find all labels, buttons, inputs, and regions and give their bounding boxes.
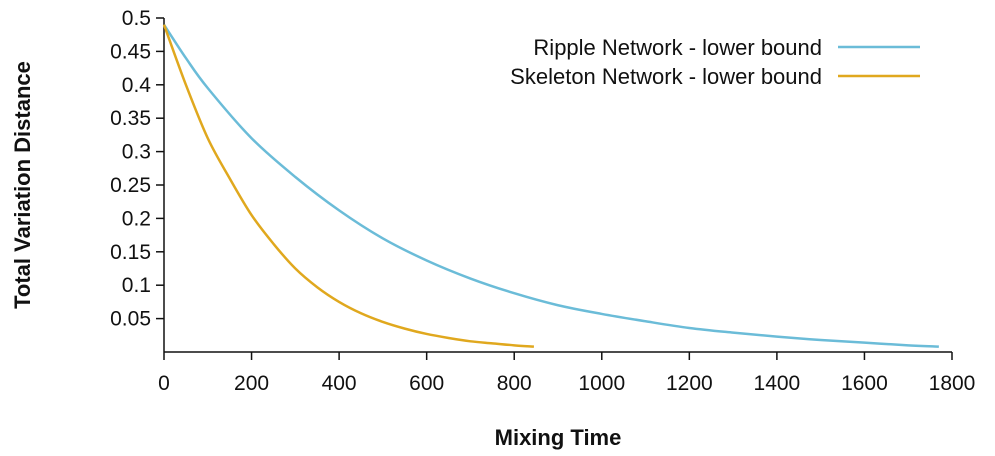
y-tick-label: 0.15 xyxy=(110,241,151,264)
y-tick-label: 0.1 xyxy=(122,274,151,297)
x-tick-label: 1800 xyxy=(929,372,976,395)
series-line-skeleton xyxy=(162,24,535,348)
x-tick-label: 1600 xyxy=(841,372,888,395)
y-tick-label: 0.45 xyxy=(110,40,151,63)
x-tick-label: 600 xyxy=(409,372,444,395)
y-tick-label: 0.25 xyxy=(110,174,151,197)
legend-label: Ripple Network - lower bound xyxy=(533,35,822,60)
series-layer xyxy=(162,23,939,348)
series-line-ripple xyxy=(162,23,939,348)
x-tick-label: 200 xyxy=(234,372,269,395)
x-ticks: 0 200 400 600 800 1000 1200 1400 1600 1800 xyxy=(158,352,975,395)
y-axis-title: Total Variation Distance xyxy=(10,61,35,309)
x-tick-label: 400 xyxy=(322,372,357,395)
y-tick-label: 0.3 xyxy=(122,141,151,164)
x-tick-label: 800 xyxy=(497,372,532,395)
y-tick-label: 0.35 xyxy=(110,107,151,130)
x-tick-label: 1200 xyxy=(666,372,713,395)
y-ticks: 0.05 0.1 0.15 0.2 0.25 0.3 0.35 0.4 0.45 0.5 xyxy=(110,7,164,331)
y-tick-label: 0.05 xyxy=(110,308,151,331)
y-tick-label: 0.5 xyxy=(122,7,151,30)
legend-label: Skeleton Network - lower bound xyxy=(510,64,822,89)
x-tick-label: 0 xyxy=(158,372,170,395)
x-tick-label: 1400 xyxy=(754,372,801,395)
y-tick-label: 0.2 xyxy=(122,207,151,230)
legend: Ripple Network - lower bound Skeleton Net… xyxy=(510,35,920,89)
x-axis-title: Mixing Time xyxy=(495,425,622,450)
x-tick-label: 1000 xyxy=(578,372,625,395)
y-tick-label: 0.4 xyxy=(122,74,152,97)
